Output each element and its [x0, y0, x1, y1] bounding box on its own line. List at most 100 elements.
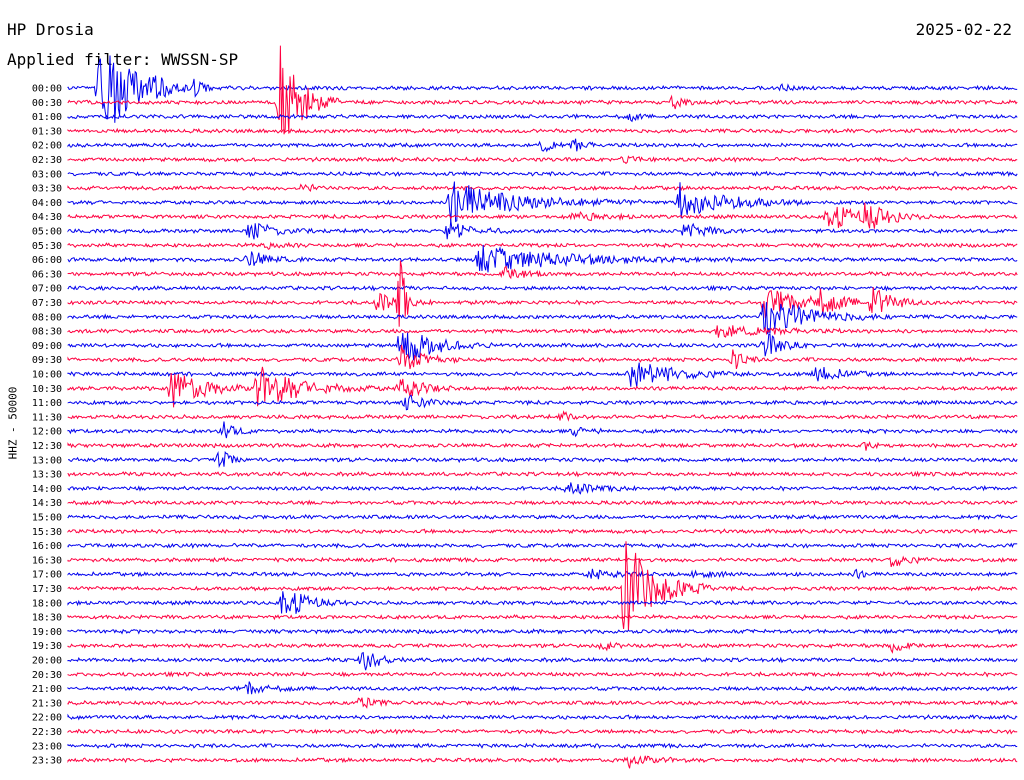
trace-2300 [67, 742, 1018, 749]
trace-2230 [67, 728, 1018, 735]
trace-0600 [67, 244, 1018, 273]
trace-0830 [67, 325, 1018, 338]
row-label-2330: 23:30 [32, 756, 62, 767]
row-label-2200: 22:00 [32, 713, 62, 724]
trace-2100 [67, 681, 1018, 695]
row-label-0500: 05:00 [32, 227, 62, 238]
trace-0630 [67, 265, 1018, 280]
row-label-1100: 11:00 [32, 398, 62, 409]
row-label-2230: 22:30 [32, 727, 62, 738]
trace-2030 [67, 670, 1018, 678]
trace-1430 [67, 499, 1018, 506]
trace-2000 [67, 651, 1018, 671]
row-label-0800: 08:00 [32, 312, 62, 323]
row-label-0300: 03:00 [32, 169, 62, 180]
trace-1630 [67, 555, 1018, 568]
trace-1400 [67, 482, 1018, 495]
trace-0130 [67, 127, 1018, 134]
row-label-0600: 06:00 [32, 255, 62, 266]
seismogram-traces [67, 45, 1018, 769]
trace-1330 [67, 470, 1018, 478]
row-label-0000: 00:00 [32, 84, 62, 95]
row-label-0200: 02:00 [32, 141, 62, 152]
row-label-0930: 09:30 [32, 355, 62, 366]
row-label-1400: 14:00 [32, 484, 62, 495]
row-label-1030: 10:30 [32, 384, 62, 395]
row-label-1730: 17:30 [32, 584, 62, 595]
trace-1200 [67, 421, 1018, 439]
trace-0700 [67, 284, 1018, 292]
trace-0100 [67, 113, 1018, 123]
trace-0000 [67, 55, 1018, 123]
trace-0430 [67, 202, 1018, 229]
trace-0530 [67, 241, 1018, 250]
trace-0400 [67, 181, 1018, 223]
row-label-0630: 06:30 [32, 269, 62, 280]
row-label-1300: 13:00 [32, 455, 62, 466]
row-label-1230: 12:30 [32, 441, 62, 452]
trace-0300 [67, 170, 1018, 177]
row-label-0130: 01:30 [32, 126, 62, 137]
trace-1000 [67, 362, 1018, 387]
row-label-2300: 23:00 [32, 741, 62, 752]
row-label-1800: 18:00 [32, 598, 62, 609]
trace-2200 [67, 713, 1018, 721]
trace-1930 [67, 641, 1018, 654]
trace-1900 [67, 628, 1018, 635]
row-label-0430: 04:30 [32, 212, 62, 223]
row-label-0730: 07:30 [32, 298, 62, 309]
trace-1830 [67, 613, 1018, 621]
filter-label: Applied filter: WWSSN-SP [7, 50, 239, 69]
row-label-0100: 01:00 [32, 112, 62, 123]
trace-0230 [67, 155, 1018, 165]
trace-0330 [67, 183, 1018, 193]
row-label-2000: 20:00 [32, 656, 62, 667]
row-label-2130: 21:30 [32, 698, 62, 709]
trace-0030 [67, 45, 1018, 135]
row-label-1700: 17:00 [32, 570, 62, 581]
trace-0200 [67, 138, 1018, 153]
row-label-1430: 14:30 [32, 498, 62, 509]
row-label-1000: 10:00 [32, 370, 62, 381]
trace-1030 [67, 366, 1018, 408]
row-label-1500: 15:00 [32, 513, 62, 524]
trace-0900 [67, 332, 1018, 361]
trace-1800 [67, 591, 1018, 614]
row-label-0900: 09:00 [32, 341, 62, 352]
row-label-1200: 12:00 [32, 427, 62, 438]
trace-1300 [67, 450, 1018, 468]
trace-1730 [67, 541, 1018, 632]
trace-0800 [67, 302, 1018, 335]
row-label-1130: 11:30 [32, 412, 62, 423]
trace-1530 [67, 528, 1018, 535]
row-label-1900: 19:00 [32, 627, 62, 638]
row-label-0330: 03:30 [32, 184, 62, 195]
trace-0930 [67, 344, 1018, 370]
trace-1130 [67, 410, 1018, 422]
row-label-1600: 16:00 [32, 541, 62, 552]
trace-2330 [67, 755, 1018, 769]
trace-0730 [67, 260, 1018, 327]
row-label-0830: 08:30 [32, 327, 62, 338]
station-title: HP Drosia [7, 20, 94, 39]
row-label-1330: 13:30 [32, 470, 62, 481]
row-label-2030: 20:30 [32, 670, 62, 681]
trace-2130 [67, 697, 1018, 709]
date-label: 2025-02-22 [915, 20, 1012, 39]
trace-1700 [67, 568, 1018, 580]
row-label-0230: 02:30 [32, 155, 62, 166]
trace-1500 [67, 514, 1018, 521]
trace-0500 [67, 220, 1018, 240]
row-label-1630: 16:30 [32, 555, 62, 566]
row-label-0700: 07:00 [32, 284, 62, 295]
trace-1230 [67, 440, 1018, 451]
row-label-1530: 15:30 [32, 527, 62, 538]
row-label-1830: 18:30 [32, 613, 62, 624]
trace-1100 [67, 394, 1018, 411]
row-label-2100: 21:00 [32, 684, 62, 695]
time-tick-labels: 00:00 00:30 01:00 01:30 02:00 02:30 03:00 03:30… [32, 84, 62, 767]
row-label-0530: 05:30 [32, 241, 62, 252]
trace-1600 [67, 542, 1018, 549]
row-label-0030: 00:30 [32, 98, 62, 109]
